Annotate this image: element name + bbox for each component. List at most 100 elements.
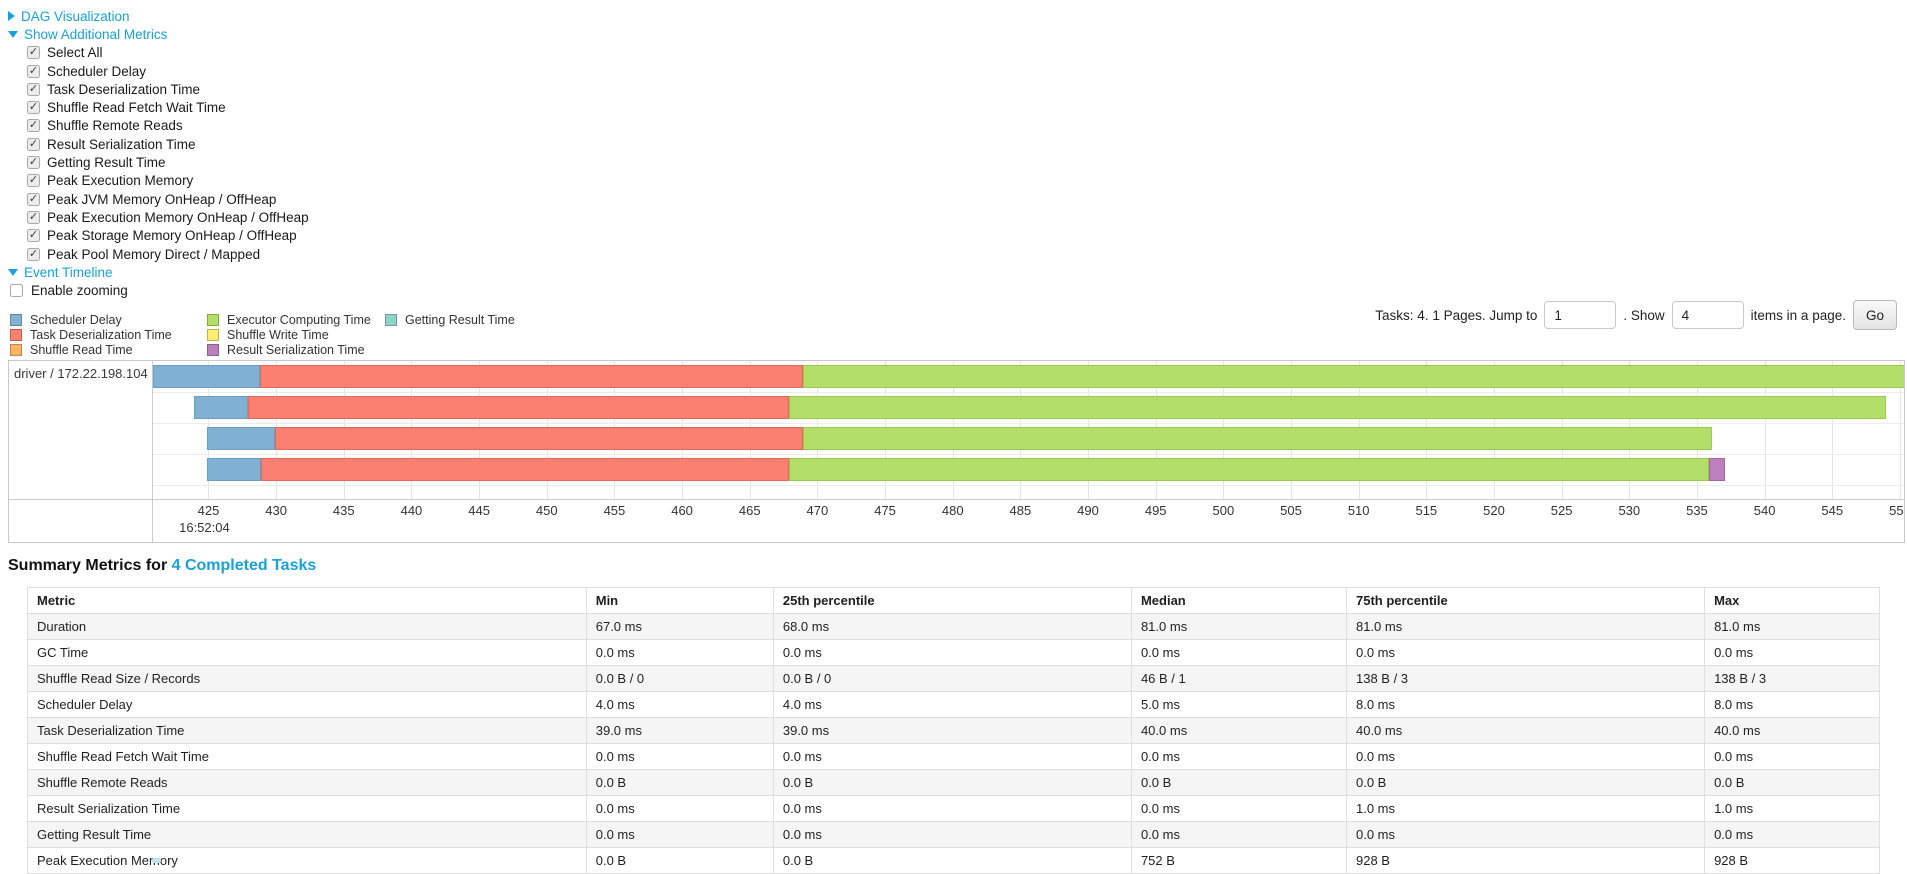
- task-segment-task_deserialization[interactable]: [274, 427, 803, 451]
- metric-value-cell: 39.0 ms: [772, 717, 1132, 745]
- legend-item-label: Scheduler Delay: [30, 312, 122, 327]
- metric-checkbox[interactable]: ✓: [27, 64, 40, 78]
- metric-checkbox-label: Getting Result Time: [47, 155, 166, 171]
- summary-metrics-title: Summary Metrics for 4 Completed Tasks: [8, 557, 1907, 575]
- metric-value-cell: 138 B / 3: [1704, 665, 1880, 693]
- metric-value-cell: 39.0 ms: [585, 717, 774, 745]
- jump-to-page-input[interactable]: [1544, 301, 1617, 329]
- axis-tick-label: 465: [738, 503, 761, 519]
- axis-tick-label: 510: [1347, 503, 1370, 519]
- axis-gridline: [1764, 361, 1766, 500]
- axis-tick-label: 460: [671, 503, 693, 519]
- go-button[interactable]: Go: [1852, 300, 1897, 330]
- scheduler_delay-swatch: [10, 313, 22, 326]
- axis-tick-label: 515: [1415, 503, 1438, 519]
- completed-tasks-link[interactable]: 4 Completed Tasks: [171, 557, 317, 575]
- summary-metrics-table: Metric Min 25th percentile Median 75th perce…: [27, 587, 1880, 874]
- legend-item: Executor Computing Time: [207, 313, 385, 327]
- event-timeline-toggle[interactable]: Event Timeline: [8, 263, 1907, 281]
- additional-metrics-checkbox-list: ✓ Select All ✓ Scheduler Delay ✓ Task Deseria…: [8, 44, 1907, 264]
- axis-tick-label: 540: [1753, 503, 1776, 519]
- summary-table-row: Task Deserialization Time 39.0 ms 39.0 ms 4…: [27, 717, 1880, 745]
- legend-item: Task Deserialization Time: [10, 328, 207, 342]
- getting_result-swatch: [385, 313, 397, 326]
- pagination-mid-text: . Show: [1623, 307, 1665, 323]
- metric-value-cell: 4.0 ms: [585, 691, 774, 719]
- metric-checkbox[interactable]: ✓: [27, 174, 40, 188]
- metric-checkbox[interactable]: ✓: [27, 247, 40, 261]
- metric-value-cell: 928 B: [1704, 847, 1880, 874]
- axis-time-label: 16:52:04: [179, 520, 230, 536]
- metric-value-cell: 138 B / 3: [1345, 665, 1706, 693]
- axis-tick-label: 485: [1009, 503, 1032, 519]
- metric-value-cell: 0.0 ms: [1345, 743, 1706, 771]
- metric-checkbox[interactable]: ✓: [27, 210, 40, 224]
- metric-value-cell: 0.0 B: [585, 769, 774, 797]
- enable-zooming-label: Enable zooming: [31, 283, 128, 299]
- metric-checkbox-row: ✓ Peak Execution Memory OnHeap / OffHeap: [8, 208, 1907, 226]
- task-segment-result_serialization[interactable]: [1709, 458, 1726, 482]
- summary-table-row: Shuffle Remote Reads 0.0 B 0.0 B 0.0 B 0.0 B…: [27, 769, 1880, 797]
- tasks-pagination: Tasks: 4. 1 Pages. Jump to . Show items …: [1375, 300, 1897, 330]
- event-timeline-label: Event Timeline: [24, 264, 113, 280]
- summary-column-header: Min: [585, 587, 774, 615]
- task-segment-scheduler_delay[interactable]: [153, 365, 260, 389]
- metric-checkbox-label: Scheduler Delay: [47, 63, 147, 79]
- metric-name-cell: Scheduler Delay: [27, 691, 587, 719]
- task-segment-task_deserialization[interactable]: [259, 365, 803, 389]
- task-segment-task_deserialization[interactable]: [247, 396, 789, 420]
- event-timeline-chart: driver / 172.22.198.104 425 430 435 440 445 4…: [8, 360, 1905, 544]
- metric-value-cell: 67.0 ms: [585, 613, 774, 641]
- metric-checkbox[interactable]: ✓: [27, 46, 40, 60]
- metric-value-cell: 81.0 ms: [1130, 613, 1347, 641]
- task_deserialization-swatch: [10, 328, 22, 341]
- items-per-page-input[interactable]: [1671, 301, 1744, 329]
- task-segment-scheduler_delay[interactable]: [193, 396, 248, 420]
- task-row-separator: [153, 392, 1904, 394]
- metric-checkbox-row: ✓ Peak Pool Memory Direct / Mapped: [8, 245, 1907, 263]
- summary-header-row: Metric Min 25th percentile Median 75th perce…: [27, 587, 1880, 615]
- task-segment-executor_computing[interactable]: [788, 458, 1710, 482]
- enable-zooming-checkbox[interactable]: [10, 284, 23, 298]
- summary-table-row: Duration 67.0 ms 68.0 ms 81.0 ms 81.0 ms 81.0…: [27, 613, 1880, 641]
- dag-visualization-toggle[interactable]: DAG Visualization: [8, 7, 1907, 25]
- summary-table-row: Shuffle Read Size / Records 0.0 B / 0 0.0 …: [27, 665, 1880, 693]
- task-segment-task_deserialization[interactable]: [261, 458, 789, 482]
- metric-name-cell: Shuffle Read Fetch Wait Time: [27, 743, 587, 771]
- legend-item-label: Executor Computing Time: [227, 312, 371, 327]
- shuffle_write-swatch: [207, 328, 219, 341]
- task-segment-executor_computing[interactable]: [802, 427, 1712, 451]
- axis-tick-label: 520: [1483, 503, 1505, 519]
- timeline-legend: Scheduler Delay Task Deserialization Time…: [10, 313, 1907, 357]
- stage-detail-panel: DAG Visualization Show Additional Metric…: [0, 0, 1907, 300]
- task-segment-executor_computing[interactable]: [802, 365, 1904, 389]
- task-segment-scheduler_delay[interactable]: [207, 427, 275, 451]
- expanded-arrow-icon: [8, 268, 18, 276]
- timeline-group-column: driver / 172.22.198.104: [9, 361, 153, 543]
- metric-checkbox[interactable]: ✓: [27, 82, 40, 96]
- task-segment-executor_computing[interactable]: [788, 396, 1887, 420]
- summary-column-header: Median: [1130, 587, 1347, 615]
- axis-tick-label: 470: [806, 503, 829, 519]
- metric-checkbox-row: ✓ Peak Execution Memory: [8, 172, 1907, 190]
- metric-name-cell: Getting Result Time: [27, 821, 587, 849]
- axis-tick-label: 480: [941, 503, 964, 519]
- metric-value-cell: 0.0 ms: [585, 795, 774, 823]
- show-additional-metrics-toggle[interactable]: Show Additional Metrics: [8, 25, 1907, 43]
- metric-checkbox[interactable]: ✓: [27, 101, 40, 115]
- metric-checkbox[interactable]: ✓: [27, 119, 40, 133]
- metric-checkbox[interactable]: ✓: [27, 156, 40, 170]
- metric-checkbox[interactable]: ✓: [27, 137, 40, 151]
- axis-tick-label: 505: [1280, 503, 1302, 519]
- metric-checkbox-label: Task Deserialization Time: [47, 81, 201, 97]
- metric-checkbox[interactable]: ✓: [27, 192, 40, 206]
- metric-value-cell: 40.0 ms: [1130, 717, 1347, 745]
- task-segment-scheduler_delay[interactable]: [207, 458, 262, 482]
- summary-column-header: 75th percentile: [1345, 587, 1706, 615]
- task-row: [153, 361, 1904, 392]
- metric-checkbox[interactable]: ✓: [27, 229, 40, 243]
- metric-value-cell: 0.0 ms: [772, 639, 1132, 667]
- axis-tick-label: 490: [1077, 503, 1099, 519]
- metric-value-cell: 40.0 ms: [1704, 717, 1880, 745]
- collapsed-arrow-icon: [8, 11, 15, 22]
